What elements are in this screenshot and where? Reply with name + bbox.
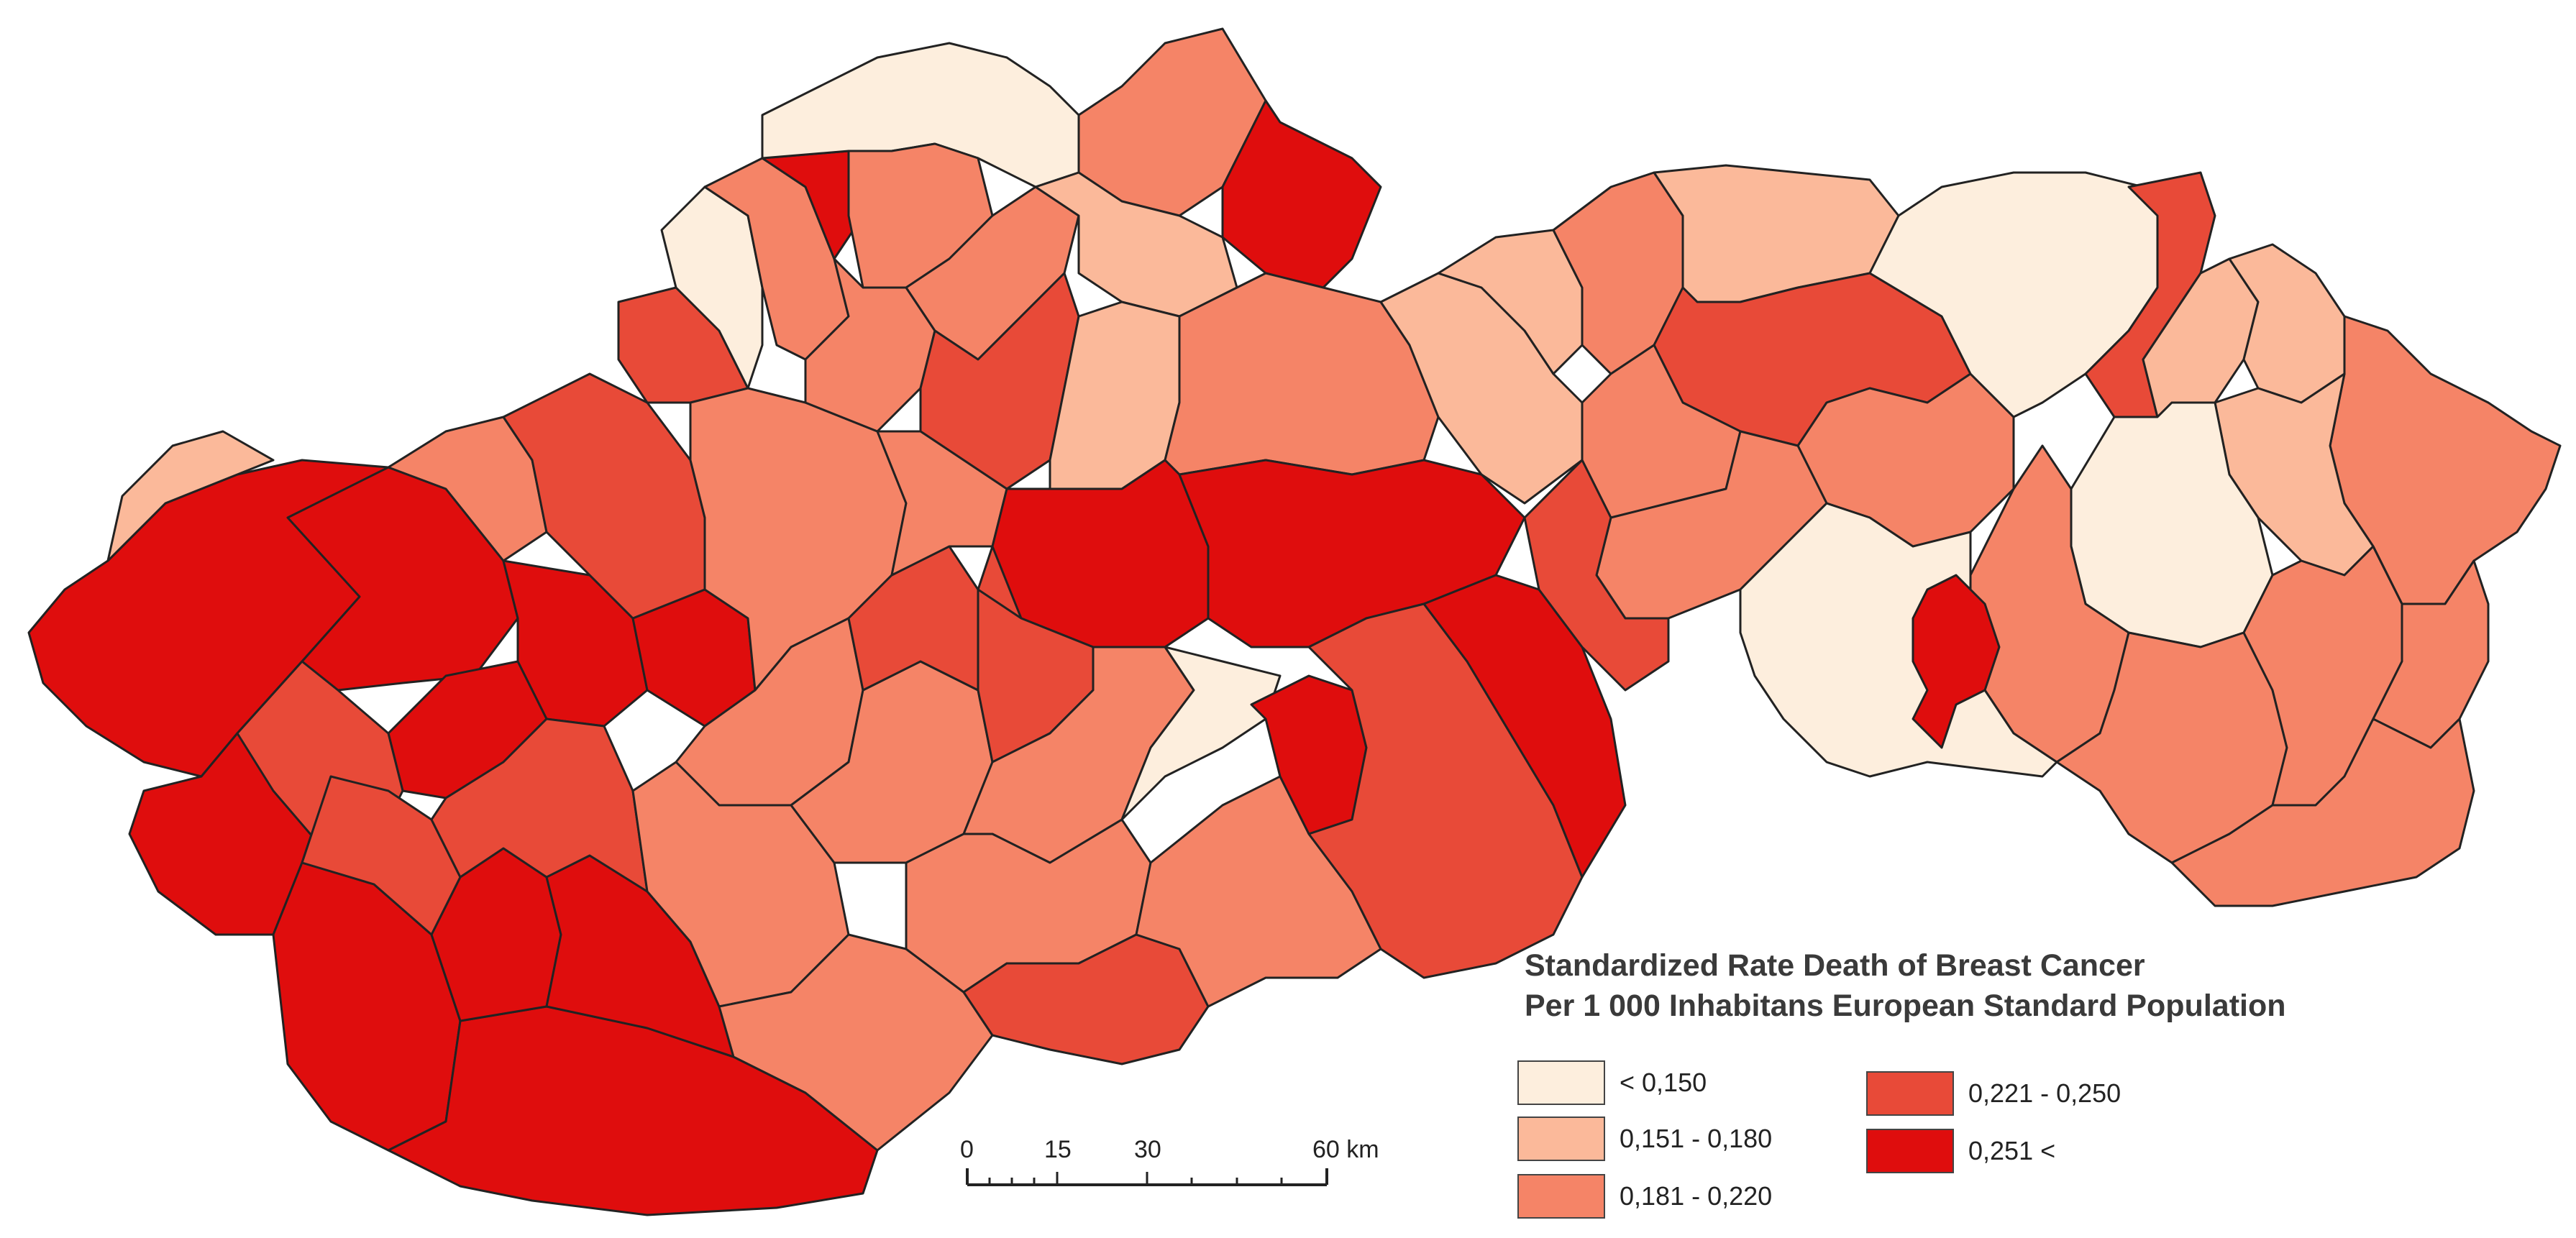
legend-item: 0,221 - 0,250 — [1866, 1071, 2121, 1116]
legend-item: 0,151 - 0,180 — [1517, 1117, 1772, 1161]
legend-swatch — [1517, 1174, 1605, 1219]
scale-tick-label: 60 km — [1312, 1136, 1379, 1163]
legend-label: 0,251 < — [1968, 1136, 2056, 1165]
legend-title-line-1: Standardized Rate Death of Breast Cancer — [1525, 948, 2145, 983]
district[interactable] — [106, 430, 275, 562]
districts — [27, 27, 2562, 1216]
district[interactable] — [1739, 502, 2058, 778]
district[interactable] — [1135, 775, 1382, 1008]
legend-swatch — [1517, 1060, 1605, 1105]
legend-label: < 0,150 — [1620, 1068, 1707, 1097]
district[interactable] — [1523, 459, 1670, 692]
legend-item: 0,181 - 0,220 — [1517, 1174, 1772, 1219]
legend-swatch — [1866, 1071, 1954, 1116]
legend-title-line-2: Per 1 000 Inhabitans European Standard P… — [1525, 989, 2286, 1023]
district[interactable] — [1120, 646, 1282, 821]
district[interactable] — [1221, 99, 1382, 289]
scale-bar: 0 15 30 60 km — [960, 1136, 1379, 1186]
legend-swatch — [1517, 1117, 1605, 1161]
legend-label: 0,181 - 0,220 — [1620, 1181, 1773, 1211]
district[interactable] — [1422, 574, 1627, 879]
scale-tick-label: 0 — [960, 1136, 974, 1163]
scale-tick-label: 15 — [1044, 1136, 1072, 1163]
scale-tick-label: 30 — [1134, 1136, 1161, 1163]
legend-label: 0,151 - 0,180 — [1620, 1124, 1773, 1153]
district[interactable] — [2372, 545, 2490, 749]
district[interactable] — [2170, 717, 2475, 907]
legend-item: 0,251 < — [1866, 1129, 2055, 1173]
legend-swatch — [1866, 1129, 1954, 1173]
district[interactable] — [962, 933, 1210, 1065]
district[interactable] — [430, 717, 649, 893]
legend-title: Standardized Rate Death of Breast Cancer… — [1525, 945, 2286, 1026]
district[interactable] — [1912, 574, 2001, 749]
district[interactable] — [804, 257, 936, 433]
legend-item: < 0,150 — [1517, 1060, 1707, 1105]
legend-label: 0,221 - 0,250 — [1968, 1078, 2121, 1108]
